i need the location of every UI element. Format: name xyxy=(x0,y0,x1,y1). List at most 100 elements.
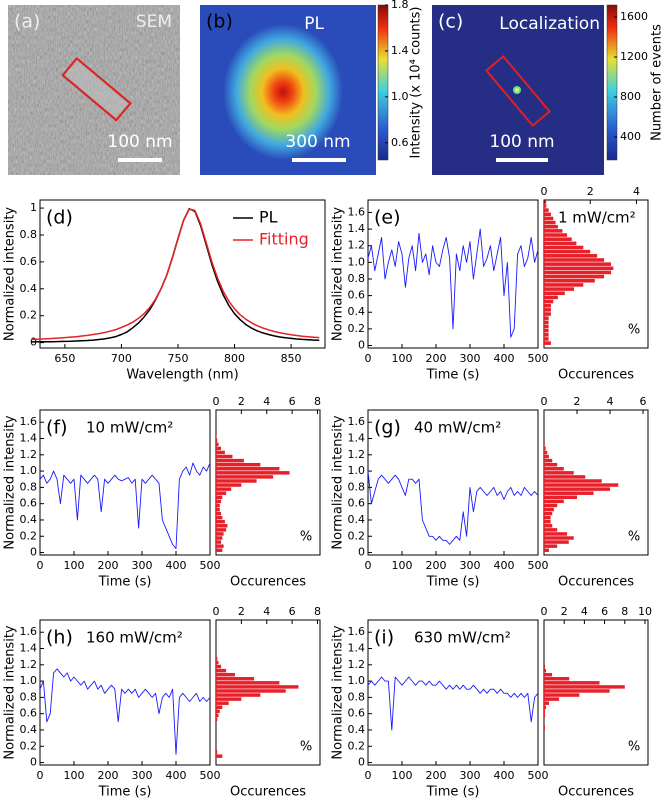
panel-title: 630 mW/cm² xyxy=(414,629,511,647)
x-axis-label: Time (s) xyxy=(98,575,152,590)
y-tick-label: 0.6 xyxy=(348,707,366,720)
histogram-tick-label: 4 xyxy=(263,605,270,618)
histogram-bar xyxy=(216,548,223,552)
histogram-bar xyxy=(544,258,605,262)
panel-title: 40 mW/cm² xyxy=(414,419,501,437)
histogram-unit: % xyxy=(628,740,640,755)
panel-title: PL xyxy=(304,14,324,34)
histogram-bar xyxy=(216,713,219,718)
histogram-bar xyxy=(544,446,546,451)
histogram-bar xyxy=(544,462,558,467)
y-tick-label: 1.2 xyxy=(20,448,38,461)
histogram-bar xyxy=(544,208,549,212)
y-tick-label: 0 xyxy=(358,339,365,352)
histogram-bar xyxy=(216,693,261,697)
histogram-bar xyxy=(544,709,546,714)
histogram-bar xyxy=(544,483,619,487)
histogram-tick-label: 6 xyxy=(640,395,647,408)
x-tick-label: 400 xyxy=(494,559,515,572)
histogram-bar xyxy=(544,701,550,705)
histogram-bar xyxy=(544,475,586,479)
histogram-bar xyxy=(216,479,257,483)
y-tick-label: 1.6 xyxy=(20,415,38,428)
histogram-tick-label: 2 xyxy=(238,605,245,618)
histogram-bar xyxy=(216,442,219,447)
x-tick-label: 200 xyxy=(98,769,119,782)
histogram-bar xyxy=(216,681,280,685)
histogram-bar xyxy=(216,660,219,665)
x-tick-label: 400 xyxy=(166,559,187,572)
histogram-bar xyxy=(544,467,564,471)
x-tick-label: 650 xyxy=(54,352,75,365)
histogram-bar xyxy=(544,204,547,208)
colorbar-tick-label: 1.4 xyxy=(391,44,409,57)
histogram-tick-label: 0 xyxy=(541,185,548,198)
histogram-bar xyxy=(544,495,578,500)
y-tick-label: 0 xyxy=(358,546,365,559)
panel-label: (d) xyxy=(46,207,73,229)
histogram-bar xyxy=(544,697,560,701)
panel-label: (b) xyxy=(206,11,233,33)
histogram-bar xyxy=(216,467,280,471)
y-tick-label: 1.0 xyxy=(348,255,366,268)
histogram-bar xyxy=(544,511,553,516)
x-tick-label: 500 xyxy=(528,559,549,572)
histogram-tick-label: 10 xyxy=(638,605,652,618)
histogram-bar xyxy=(216,668,227,673)
histogram-bar xyxy=(544,668,547,673)
histogram-bar xyxy=(544,308,551,312)
y-tick-label: 1.0 xyxy=(348,674,366,687)
y-tick-label: 0 xyxy=(30,756,37,769)
plot-frame xyxy=(367,199,539,349)
y-axis-label: Normalized intensity xyxy=(3,207,18,342)
histogram-bar xyxy=(216,664,222,669)
x-tick-label: 100 xyxy=(392,352,413,365)
histogram-bar xyxy=(544,245,584,250)
x-tick-label: 200 xyxy=(426,352,447,365)
histogram-bar xyxy=(216,672,236,677)
histogram-bar xyxy=(544,229,563,233)
panel-title: Localization xyxy=(499,14,600,34)
x-tick-label: 0 xyxy=(37,559,44,572)
histogram-bar xyxy=(544,303,551,308)
y-tick-label: 0.8 xyxy=(348,272,366,285)
y-tick-label: 0.2 xyxy=(20,529,38,542)
histogram-bar xyxy=(544,266,614,271)
y-tick-label: 0.4 xyxy=(348,305,366,318)
x-axis-label: Time (s) xyxy=(98,785,152,800)
panel-label: (f) xyxy=(46,417,68,439)
histogram-bar xyxy=(544,536,574,540)
panel-title: 10 mW/cm² xyxy=(86,419,173,437)
histogram-bar xyxy=(544,316,549,320)
x-tick-label: 0 xyxy=(365,352,372,365)
histogram-bar xyxy=(544,299,554,304)
histogram-bar xyxy=(544,548,549,552)
histogram-tick-label: 0 xyxy=(213,395,220,408)
histogram-unit: % xyxy=(628,530,640,545)
histogram-bar xyxy=(544,341,551,345)
histogram-tick-label: 4 xyxy=(633,185,640,198)
x-tick-label: 0 xyxy=(37,769,44,782)
y-tick-label: 1.4 xyxy=(348,642,366,655)
y-tick-label: 0.4 xyxy=(348,513,366,526)
histogram-bar xyxy=(216,750,218,754)
histogram-bar xyxy=(544,689,610,693)
y-tick-label: 0.8 xyxy=(20,690,38,703)
histogram-tick-label: 2 xyxy=(561,605,568,618)
histogram-axis-label: Occurences xyxy=(558,785,634,800)
histogram-bar xyxy=(216,475,274,479)
x-tick-label: 300 xyxy=(132,559,153,572)
histogram-bar xyxy=(544,324,549,329)
histogram-axis-label: Occurences xyxy=(230,785,306,800)
colorbar xyxy=(606,4,618,161)
colorbar-tick-label: 1600 xyxy=(620,10,648,23)
panel-title: SEM xyxy=(136,12,172,32)
y-tick-label: 0 xyxy=(30,546,37,559)
y-tick-label: 1.2 xyxy=(348,448,366,461)
histogram-tick-label: 8 xyxy=(314,605,321,618)
x-axis-label: Time (s) xyxy=(426,368,480,383)
y-tick-label: 0.2 xyxy=(20,309,38,322)
y-tick-label: 0.6 xyxy=(348,289,366,302)
localization-map: (c) Localization 100 nm xyxy=(432,5,604,175)
histogram-bar xyxy=(544,320,549,325)
